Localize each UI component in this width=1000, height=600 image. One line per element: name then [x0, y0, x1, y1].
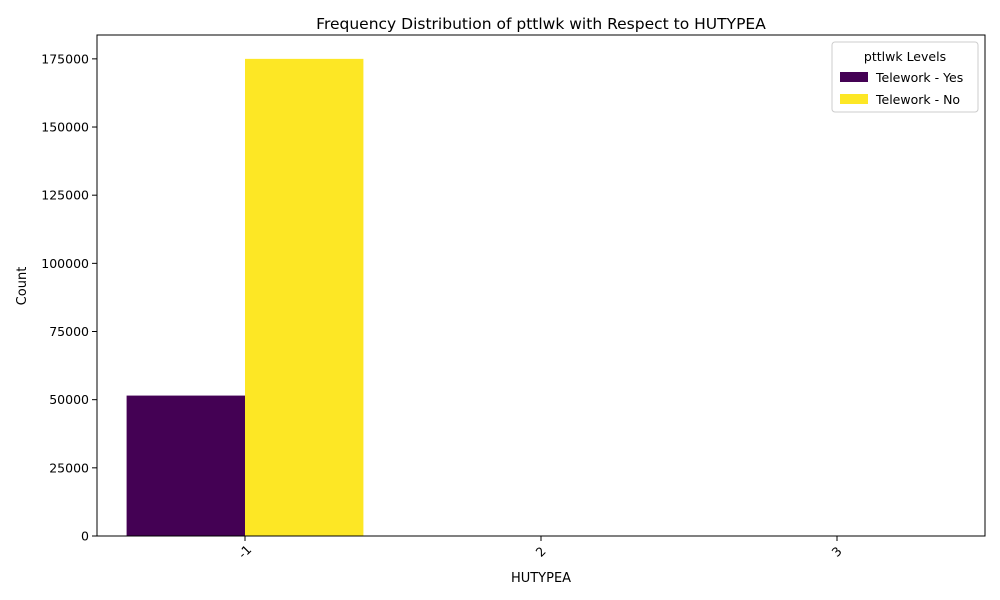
y-tick-label: 25000: [49, 460, 89, 475]
chart-title: Frequency Distribution of pttlwk with Re…: [316, 15, 766, 33]
y-tick-label: 150000: [41, 120, 89, 135]
y-tick-label: 175000: [41, 51, 89, 66]
legend-title: pttlwk Levels: [864, 49, 946, 64]
legend-swatch-0: [840, 72, 868, 82]
y-axis: 0 25000 50000 75000 100000 125000 150000 175000: [41, 51, 97, 544]
bar-no-cat-0: [245, 58, 364, 536]
legend-entry-0: Telework - Yes: [875, 70, 963, 85]
x-tick-label: -1: [235, 542, 254, 561]
y-tick-label: 100000: [41, 256, 89, 271]
bar-yes-cat-0: [126, 395, 245, 536]
legend-entry-1: Telework - No: [875, 92, 960, 107]
y-axis-label: Count: [15, 267, 30, 306]
legend-box: [831, 41, 979, 113]
bars-layer: [126, 58, 364, 536]
plot-frame: [96, 34, 986, 537]
x-tick-label: 2: [533, 544, 549, 560]
y-tick-label: 75000: [49, 324, 89, 339]
legend: pttlwk Levels Telework - Yes Telework - N…: [831, 41, 979, 113]
y-tick-label: 125000: [41, 188, 89, 203]
y-tick-label: 50000: [49, 392, 89, 407]
x-axis: -1 2 3: [235, 536, 845, 561]
x-tick-label: 3: [829, 544, 845, 560]
legend-swatch-1: [840, 94, 868, 104]
y-tick-label: 0: [81, 529, 89, 544]
x-axis-label: HUTYPEA: [511, 571, 571, 586]
